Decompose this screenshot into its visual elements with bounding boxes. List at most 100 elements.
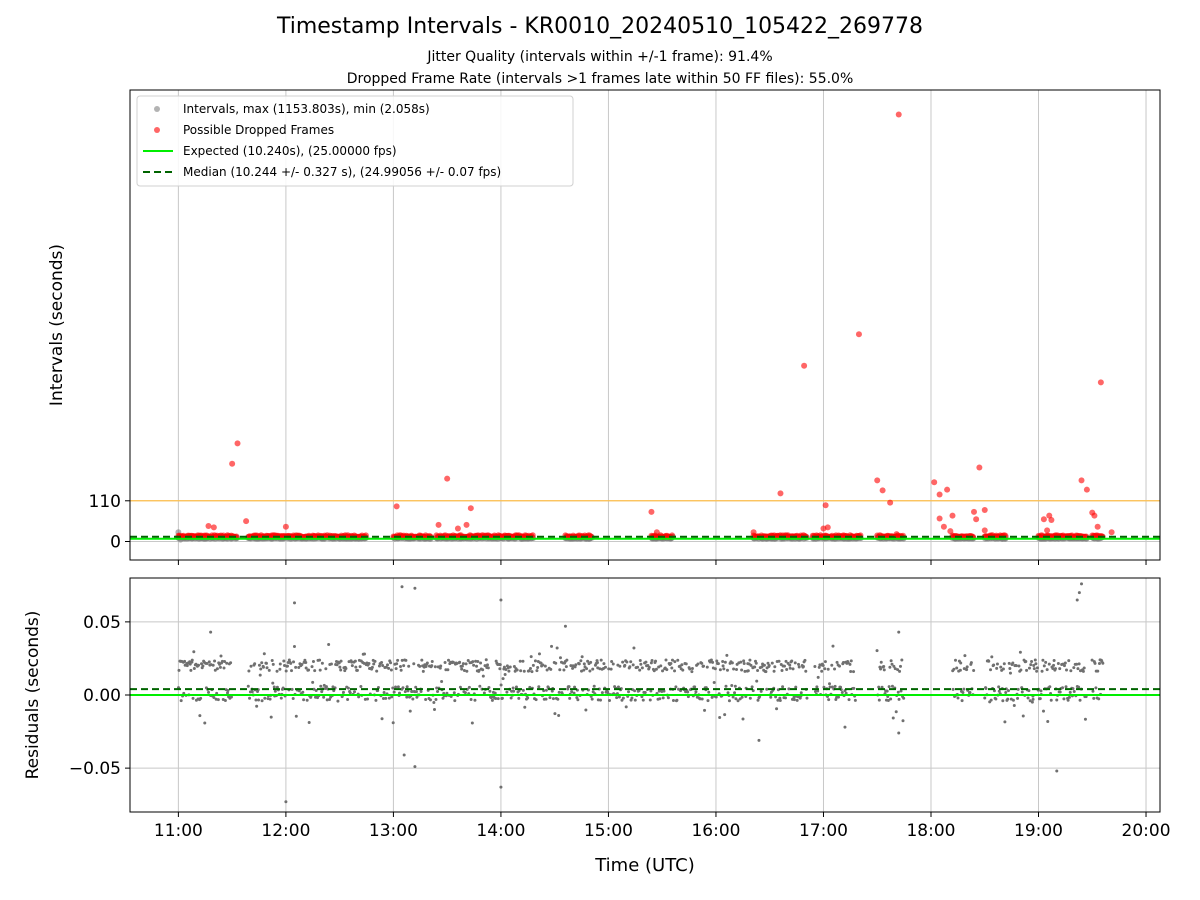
residual-point: [659, 664, 663, 668]
residual-point: [550, 689, 554, 693]
residual-point: [894, 710, 898, 714]
residual-point: [535, 669, 539, 673]
residual-point: [665, 668, 669, 672]
residual-point: [200, 662, 204, 666]
residual-point: [703, 708, 707, 712]
residual-point: [1093, 661, 1097, 665]
residual-point: [591, 690, 595, 694]
residual-point: [793, 661, 797, 665]
residual-point: [1030, 700, 1034, 704]
residual-point: [566, 687, 570, 691]
residual-point: [394, 667, 398, 671]
residual-point: [618, 664, 622, 668]
residual-point: [508, 665, 512, 669]
residual-point: [755, 679, 759, 683]
residual-point: [630, 696, 634, 700]
residual-point: [853, 698, 857, 702]
residual-point: [684, 662, 688, 666]
residual-point: [285, 664, 289, 668]
residual-point: [584, 708, 588, 712]
residual-point: [1032, 664, 1036, 668]
residual-point: [512, 689, 516, 693]
residual-point: [754, 661, 758, 665]
residual-point: [498, 663, 502, 667]
residual-point: [823, 660, 827, 664]
residual-point: [690, 670, 694, 674]
residual-point: [1072, 689, 1076, 693]
residual-point: [346, 686, 350, 690]
residual-point: [214, 697, 218, 701]
residual-point: [698, 697, 702, 701]
residual-point: [607, 667, 611, 671]
residual-point: [501, 677, 505, 681]
residual-point: [730, 684, 734, 688]
residual-point: [1001, 699, 1005, 703]
residual-point: [433, 665, 437, 669]
chart-subtitle-jitter: Jitter Quality (intervals within +/-1 fr…: [427, 49, 773, 65]
residual-point: [739, 660, 743, 664]
residual-point: [984, 687, 988, 691]
residual-point: [972, 669, 976, 673]
residual-point: [478, 684, 482, 688]
residual-point: [272, 685, 276, 689]
residual-point: [639, 662, 643, 666]
residual-point: [263, 696, 267, 700]
residual-point: [472, 663, 476, 667]
residual-point: [1044, 660, 1048, 664]
residual-point: [787, 687, 791, 691]
residual-point: [320, 661, 324, 665]
dropped-frame-point: [824, 524, 831, 531]
residual-point: [253, 662, 257, 666]
residual-point: [446, 658, 450, 662]
residual-point: [1055, 698, 1059, 702]
residual-point: [563, 624, 567, 628]
residual-point: [557, 690, 561, 694]
residual-point: [505, 690, 509, 694]
residual-point: [731, 695, 735, 699]
residual-point: [962, 687, 966, 691]
residual-point: [311, 680, 315, 684]
dropped-frame-point: [1048, 517, 1055, 524]
residual-point: [997, 689, 1001, 693]
residual-point: [893, 667, 897, 671]
residual-point: [1021, 714, 1025, 718]
intervals-data-layer: [130, 111, 1160, 543]
residual-point: [670, 658, 674, 662]
residual-point: [1017, 664, 1021, 668]
dropped-frame-point: [1108, 529, 1115, 536]
residual-point: [515, 668, 519, 672]
residual-point: [889, 659, 893, 663]
residual-point: [900, 658, 904, 662]
x-tick-label: 17:00: [799, 821, 848, 841]
residual-point: [396, 658, 400, 662]
residual-point: [486, 666, 490, 670]
residual-point: [557, 714, 561, 718]
residual-point: [558, 668, 562, 672]
residual-point: [670, 666, 674, 670]
residual-point: [694, 690, 698, 694]
residual-point: [1048, 685, 1052, 689]
residual-point: [1038, 697, 1042, 701]
dropped-frame-point: [444, 475, 451, 482]
dropped-frame-point: [648, 508, 655, 515]
residual-point: [453, 699, 457, 703]
residual-point: [216, 698, 220, 702]
residual-point: [816, 675, 820, 679]
residual-point: [458, 660, 462, 664]
residual-point: [414, 685, 418, 689]
residual-point: [229, 661, 233, 665]
residual-point: [327, 643, 331, 647]
residual-point: [324, 685, 328, 689]
residual-point: [190, 658, 194, 662]
residual-point: [384, 696, 388, 700]
residual-point: [311, 659, 315, 663]
residual-point: [203, 721, 207, 725]
residual-point: [617, 695, 621, 699]
residual-point: [1066, 698, 1070, 702]
residual-point: [397, 691, 401, 695]
residual-point: [602, 662, 606, 666]
residual-point: [648, 698, 652, 702]
residual-point: [1001, 667, 1005, 671]
residual-point: [748, 658, 752, 662]
x-tick-label: 20:00: [1122, 821, 1171, 841]
